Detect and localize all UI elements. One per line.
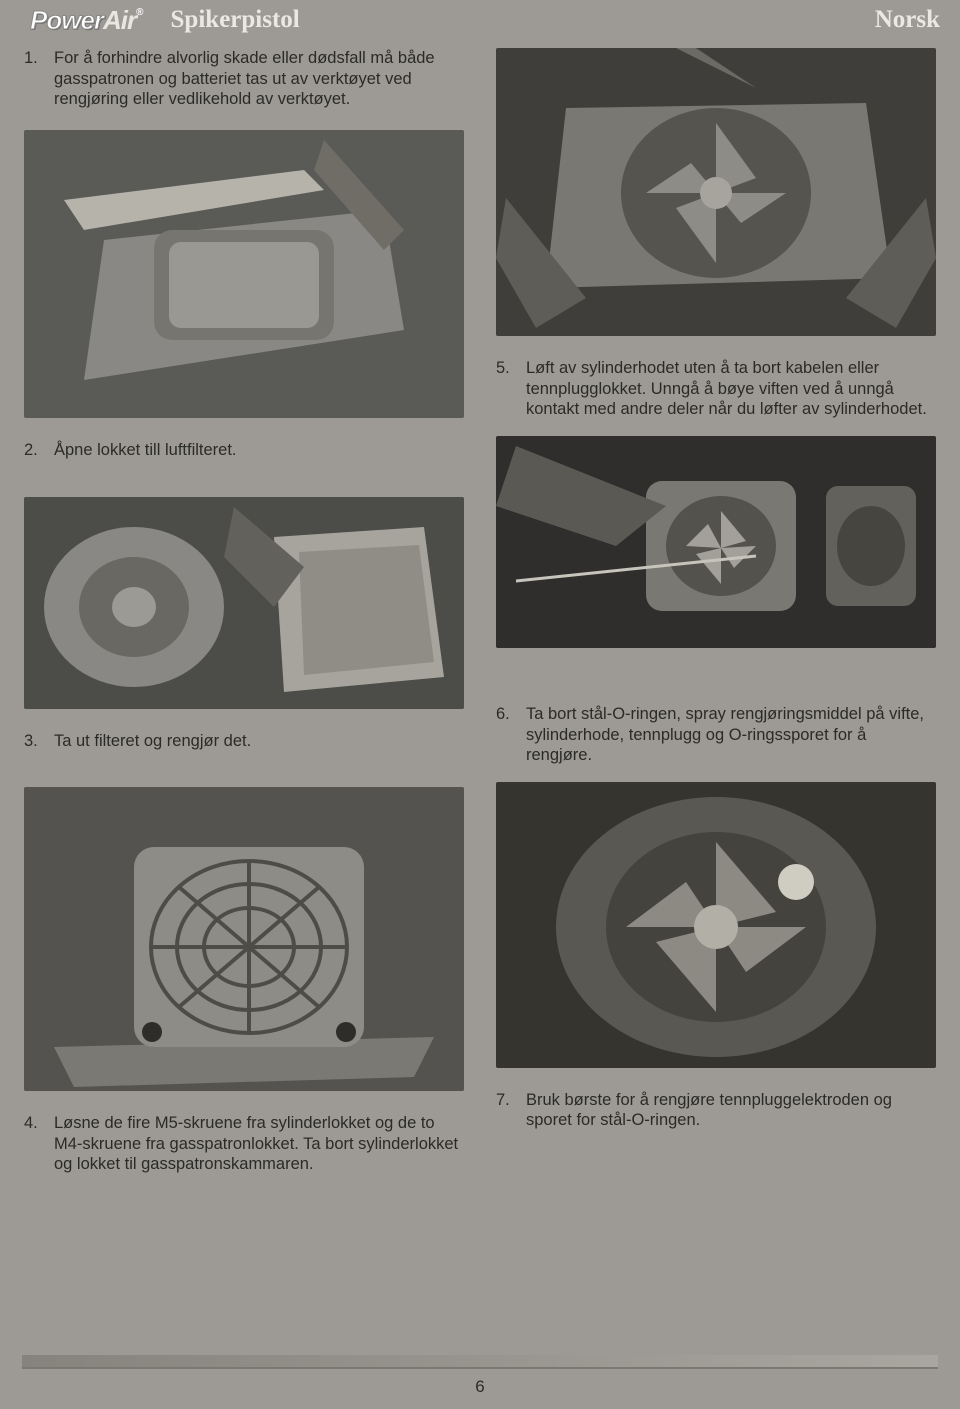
step-4-num: 4.: [24, 1113, 42, 1175]
language-label: Norsk: [875, 6, 940, 34]
content-area: 1. For å forhindre alvorlig skade eller …: [0, 40, 960, 1175]
step-1-text: For å forhindre alvorlig skade eller død…: [54, 48, 464, 110]
step-1-num: 1.: [24, 48, 42, 110]
step-7: 7. Bruk børste for å rengjøre tennplugge…: [496, 1090, 936, 1131]
photo-step-3: [24, 787, 464, 1091]
step-6: 6. Ta bort stål-O-ringen, spray rengjøri…: [496, 704, 936, 766]
step-6-num: 6.: [496, 704, 514, 766]
step-2: 2. Åpne lokket till luftfilteret.: [24, 440, 464, 461]
photo-step-6: [496, 782, 936, 1068]
step-3-text: Ta ut filteret og rengjør det.: [54, 731, 251, 752]
photo-step-5b: [496, 436, 936, 648]
step-7-text: Bruk børste for å rengjøre tennpluggelek…: [526, 1090, 936, 1131]
brand-power: Power: [30, 5, 103, 35]
step-4-text: Løsne de fire M5-skruene fra sylinderlok…: [54, 1113, 464, 1175]
brand-reg: ®: [136, 7, 142, 18]
step-4: 4. Løsne de fire M5-skruene fra sylinder…: [24, 1113, 464, 1175]
step-3: 3. Ta ut filteret og rengjør det.: [24, 731, 464, 752]
product-title: Spikerpistol: [171, 6, 300, 34]
brand-air: Air: [103, 5, 136, 35]
photo-step-5a: [496, 48, 936, 336]
photo-step-1: [24, 130, 464, 418]
right-column: 5. Løft av sylinderhodet uten å ta bort …: [496, 48, 936, 1175]
step-6-text: Ta bort stål-O-ringen, spray rengjørings…: [526, 704, 936, 766]
footer-bar: [22, 1355, 938, 1369]
step-2-text: Åpne lokket till luftfilteret.: [54, 440, 237, 461]
left-column: 1. For å forhindre alvorlig skade eller …: [24, 48, 464, 1175]
photo-step-2: [24, 497, 464, 709]
step-2-num: 2.: [24, 440, 42, 461]
page-number: 6: [0, 1377, 960, 1397]
step-5: 5. Løft av sylinderhodet uten å ta bort …: [496, 358, 936, 420]
brand-logo: PowerAir®: [30, 5, 143, 36]
step-1: 1. For å forhindre alvorlig skade eller …: [24, 48, 464, 110]
step-7-num: 7.: [496, 1090, 514, 1131]
step-5-num: 5.: [496, 358, 514, 420]
page-header: PowerAir® Spikerpistol Norsk: [0, 0, 960, 40]
step-3-num: 3.: [24, 731, 42, 752]
step-5-text: Løft av sylinderhodet uten å ta bort kab…: [526, 358, 936, 420]
